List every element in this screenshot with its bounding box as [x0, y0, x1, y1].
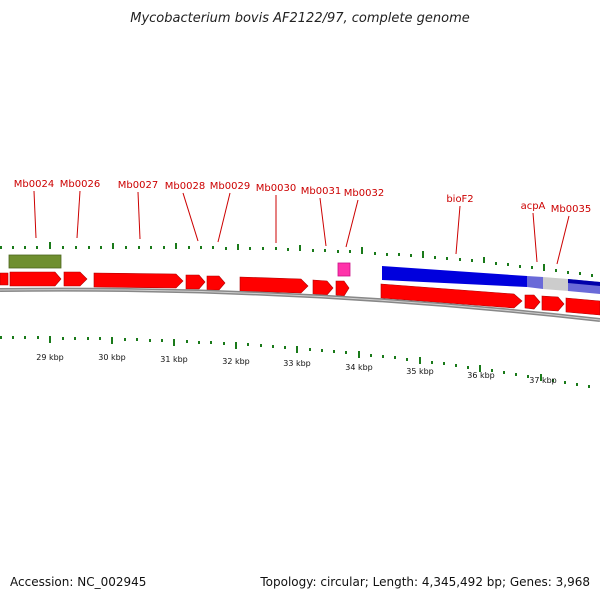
- gene-label-acpa[interactable]: acpA: [521, 201, 546, 263]
- gene-label-mb0026[interactable]: Mb0026: [60, 179, 100, 239]
- kbp-tick-label: 32 kbp: [222, 357, 250, 366]
- cds-arrow[interactable]: [239, 276, 309, 294]
- svg-text:Mb0032: Mb0032: [344, 188, 384, 199]
- cds-arrow[interactable]: [565, 297, 600, 316]
- cds-arrow[interactable]: [63, 271, 88, 287]
- cds-arrow[interactable]: [185, 274, 206, 290]
- genome-backbone: [0, 287, 600, 322]
- cds-arrow[interactable]: [335, 280, 350, 297]
- genome-summary: Topology: circular; Length: 4,345,492 bp…: [259, 575, 590, 589]
- accession-label: Accession: NC_002945: [10, 575, 146, 589]
- cds-arrow[interactable]: [0, 272, 9, 286]
- blue-feature[interactable]: [382, 266, 600, 294]
- kbp-tick-label: 34 kbp: [345, 363, 373, 372]
- svg-text:Mb0031: Mb0031: [301, 186, 341, 197]
- kbp-tick-label: 36 kbp: [467, 371, 495, 380]
- gene-label-biof2[interactable]: bioF2: [446, 194, 474, 255]
- gene-label-mb0032[interactable]: Mb0032: [344, 188, 384, 248]
- svg-text:Mb0035: Mb0035: [551, 204, 591, 215]
- kbp-axis-labels: 29 kbp 30 kbp 31 kbp 32 kbp 33 kbp 34 kb…: [36, 353, 557, 385]
- outer-tick-track: [0, 242, 593, 277]
- svg-text:Mb0028: Mb0028: [165, 181, 205, 192]
- map-title: Mycobacterium bovis AF2122/97, complete …: [130, 11, 469, 26]
- svg-text:Mb0024: Mb0024: [14, 179, 54, 190]
- svg-text:Mb0029: Mb0029: [210, 181, 250, 192]
- gene-label-mb0028[interactable]: Mb0028: [165, 181, 205, 242]
- gene-label-mb0035[interactable]: Mb0035: [551, 204, 591, 265]
- cds-arrow[interactable]: [93, 272, 184, 289]
- cds-arrow[interactable]: [541, 295, 565, 312]
- cds-arrow[interactable]: [206, 275, 226, 291]
- svg-text:Mb0026: Mb0026: [60, 179, 100, 190]
- kbp-tick-label: 31 kbp: [160, 355, 188, 364]
- svg-text:Mb0027: Mb0027: [118, 180, 158, 191]
- cds-forward-track: [0, 271, 600, 316]
- kbp-tick-label: 37 kbp: [529, 376, 557, 385]
- kbp-tick-label: 29 kbp: [36, 353, 64, 362]
- cds-arrow[interactable]: [524, 294, 541, 310]
- gene-label-mb0030[interactable]: Mb0030: [256, 183, 296, 243]
- inner-tick-track: [0, 336, 590, 388]
- svg-text:bioF2: bioF2: [446, 194, 473, 205]
- gene-label-mb0024[interactable]: Mb0024: [14, 179, 54, 239]
- gene-label-group: Mb0024 Mb0026 Mb0027 Mb0028 Mb0029 Mb003…: [14, 179, 591, 265]
- kbp-tick-label: 35 kbp: [406, 367, 434, 376]
- gene-label-mb0029[interactable]: Mb0029: [210, 181, 250, 243]
- cds-arrow[interactable]: [9, 271, 62, 287]
- svg-text:Mb0030: Mb0030: [256, 183, 296, 194]
- kbp-tick-label: 33 kbp: [283, 359, 311, 368]
- gene-box[interactable]: [8, 254, 62, 269]
- gene-label-mb0027[interactable]: Mb0027: [118, 180, 158, 240]
- kbp-tick-label: 30 kbp: [98, 353, 126, 362]
- cds-arrow[interactable]: [312, 279, 334, 296]
- rna-feature[interactable]: [337, 262, 351, 277]
- gene-label-mb0031[interactable]: Mb0031: [301, 186, 341, 247]
- svg-text:acpA: acpA: [521, 201, 546, 212]
- cds-arrow[interactable]: [380, 283, 523, 309]
